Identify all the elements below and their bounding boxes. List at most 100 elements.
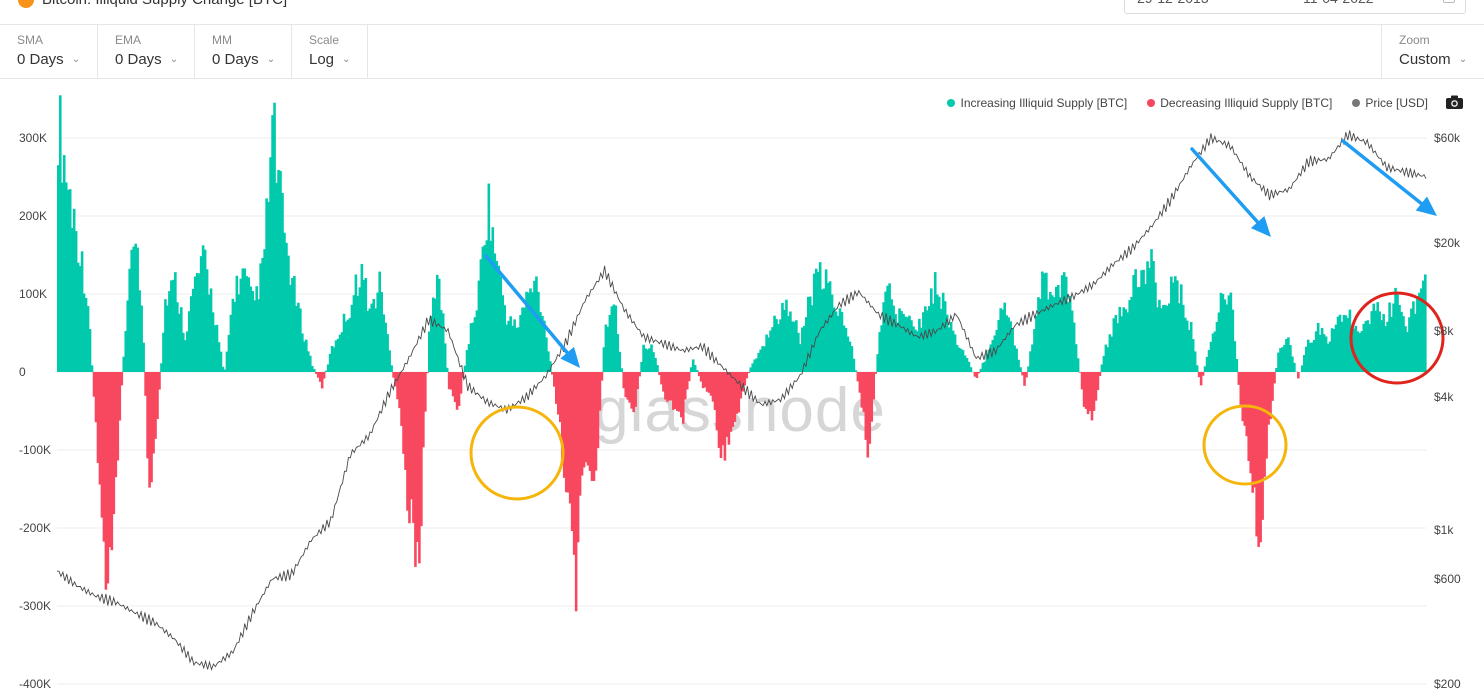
bar-decreasing <box>586 372 590 466</box>
bar-increasing <box>689 367 693 372</box>
bar-decreasing <box>1297 372 1300 379</box>
bar-increasing <box>253 300 257 372</box>
bar-increasing <box>372 298 376 372</box>
bar-decreasing <box>551 372 554 375</box>
scale-select[interactable]: Scale Log ⌄ <box>292 25 368 78</box>
bar-decreasing <box>672 372 675 410</box>
bar-increasing <box>350 304 354 372</box>
bar-decreasing <box>630 372 633 409</box>
date-range-picker[interactable]: 29-12-2013 11-04-2022 <box>1124 0 1466 14</box>
legend-decreasing[interactable]: Decreasing Illiquid Supply [BTC] <box>1147 96 1332 110</box>
bar-increasing <box>364 278 368 372</box>
bar-decreasing <box>560 372 564 461</box>
calendar-icon[interactable] <box>1443 0 1455 3</box>
bar-increasing <box>213 325 217 372</box>
bar-decreasing <box>666 372 669 402</box>
bar-increasing <box>1011 328 1014 372</box>
bar-increasing <box>1066 302 1070 372</box>
bar-increasing <box>191 288 195 372</box>
bar-decreasing <box>713 372 717 410</box>
bar-increasing <box>303 341 306 372</box>
chevron-down-icon: ⌄ <box>71 54 81 65</box>
bar-decreasing <box>634 372 637 407</box>
bar-increasing <box>390 365 393 372</box>
bar-decreasing <box>144 372 147 396</box>
chevron-down-icon: ⌄ <box>342 54 351 65</box>
chart-svg: glassnode 300K200K100K0-100K-200K-300K-4… <box>19 95 1461 691</box>
bar-increasing <box>219 351 223 372</box>
bar-decreasing <box>872 372 876 400</box>
bar-increasing <box>1392 303 1395 372</box>
right-tick-label: $1k <box>1434 523 1454 537</box>
bar-increasing <box>366 310 370 372</box>
bar-increasing <box>1318 334 1322 372</box>
bar-increasing <box>162 332 165 372</box>
bar-increasing <box>749 367 753 372</box>
bar-increasing <box>1193 351 1197 372</box>
bar-increasing <box>529 288 532 372</box>
bar-increasing <box>1168 303 1171 372</box>
bar-increasing <box>74 231 78 372</box>
bar-increasing <box>259 263 262 372</box>
bar-increasing <box>1346 318 1350 372</box>
bar-decreasing <box>112 372 116 515</box>
bar-decreasing <box>1096 372 1100 391</box>
bar-increasing <box>1140 270 1143 372</box>
bar-increasing <box>949 321 953 372</box>
bar-increasing <box>209 288 213 372</box>
bar-increasing <box>57 165 60 372</box>
bar-increasing <box>1148 267 1151 372</box>
bar-increasing <box>904 316 907 372</box>
bar-increasing <box>80 251 84 372</box>
sma-select[interactable]: SMA 0 Days ⌄ <box>0 25 98 78</box>
bar-increasing <box>797 332 800 372</box>
bar-increasing <box>1402 316 1405 372</box>
bar-increasing <box>251 291 255 372</box>
bar-increasing <box>767 337 770 372</box>
bar-increasing <box>1219 292 1223 372</box>
mm-select[interactable]: MM 0 Days ⌄ <box>195 25 292 78</box>
bar-increasing <box>543 320 546 372</box>
bar-increasing <box>382 314 385 372</box>
legend-increasing[interactable]: Increasing Illiquid Supply [BTC] <box>947 96 1127 110</box>
bar-increasing <box>1118 306 1122 372</box>
ema-select[interactable]: EMA 0 Days ⌄ <box>98 25 195 78</box>
bar-increasing <box>1108 334 1112 372</box>
bar-decreasing <box>1197 372 1201 378</box>
bar-increasing <box>1013 345 1016 372</box>
zoom-select[interactable]: Zoom Custom ⌄ <box>1381 25 1484 78</box>
bar-increasing <box>656 365 659 372</box>
left-tick-label: 200K <box>19 209 47 223</box>
bar-decreasing <box>1082 372 1086 407</box>
bar-decreasing <box>449 372 453 390</box>
bar-decreasing <box>148 372 151 488</box>
camera-icon[interactable] <box>1446 95 1463 109</box>
bar-decreasing <box>1199 372 1203 386</box>
bar-decreasing <box>582 372 586 468</box>
bar-increasing <box>1338 314 1342 372</box>
bar-decreasing <box>318 372 322 382</box>
bar-increasing <box>608 315 612 372</box>
bar-increasing <box>293 275 296 372</box>
bar-decreasing <box>562 372 566 478</box>
bar-decreasing <box>314 372 318 374</box>
annotation-circle-yellow <box>1202 404 1288 486</box>
bar-increasing <box>289 284 292 372</box>
bar-decreasing <box>592 372 596 481</box>
bar-decreasing <box>322 372 326 379</box>
legend-price[interactable]: Price [USD] <box>1352 96 1428 110</box>
bar-increasing <box>1164 304 1167 372</box>
bar-decreasing <box>725 372 729 437</box>
bar-increasing <box>1382 314 1385 372</box>
bar-increasing <box>773 315 776 372</box>
bar-increasing <box>967 361 971 372</box>
bar-decreasing <box>96 372 100 463</box>
bar-increasing <box>374 308 378 372</box>
bar-increasing <box>1183 317 1187 372</box>
bar-increasing <box>301 333 304 372</box>
bar-increasing <box>1380 320 1383 372</box>
bar-increasing <box>166 305 169 372</box>
bar-increasing <box>969 367 973 372</box>
left-tick-label: 100K <box>19 287 47 301</box>
bar-decreasing <box>404 372 407 470</box>
